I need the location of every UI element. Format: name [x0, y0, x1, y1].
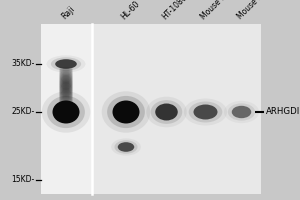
- Ellipse shape: [59, 73, 73, 77]
- Ellipse shape: [59, 76, 73, 81]
- Ellipse shape: [55, 59, 77, 69]
- Text: Mouse lung: Mouse lung: [235, 0, 273, 21]
- Ellipse shape: [59, 88, 73, 92]
- Ellipse shape: [59, 81, 73, 85]
- Ellipse shape: [59, 100, 73, 104]
- Ellipse shape: [59, 82, 73, 86]
- Ellipse shape: [59, 86, 73, 90]
- Ellipse shape: [59, 90, 73, 95]
- Ellipse shape: [59, 83, 73, 88]
- Ellipse shape: [194, 104, 218, 119]
- Ellipse shape: [59, 94, 73, 98]
- Ellipse shape: [59, 101, 73, 105]
- Ellipse shape: [59, 93, 73, 97]
- Ellipse shape: [42, 91, 90, 133]
- Ellipse shape: [189, 102, 222, 122]
- Ellipse shape: [59, 98, 73, 103]
- Ellipse shape: [59, 77, 73, 82]
- Ellipse shape: [51, 57, 81, 71]
- Ellipse shape: [59, 79, 73, 83]
- Ellipse shape: [59, 80, 73, 84]
- Ellipse shape: [59, 96, 73, 101]
- Bar: [40, 24, 92, 194]
- Ellipse shape: [184, 98, 227, 126]
- Ellipse shape: [59, 70, 73, 75]
- Ellipse shape: [59, 74, 73, 78]
- Ellipse shape: [59, 75, 73, 79]
- Ellipse shape: [47, 96, 85, 128]
- Ellipse shape: [155, 104, 178, 120]
- Text: HT-1080: HT-1080: [160, 0, 189, 21]
- Text: 15KD-: 15KD-: [11, 176, 35, 184]
- Ellipse shape: [59, 68, 73, 72]
- Ellipse shape: [52, 100, 80, 123]
- Ellipse shape: [59, 67, 73, 71]
- Text: ARHGDIB: ARHGDIB: [266, 108, 300, 116]
- Bar: [92, 24, 261, 194]
- Ellipse shape: [59, 97, 73, 102]
- Text: Mouse brain: Mouse brain: [199, 0, 239, 21]
- Ellipse shape: [115, 140, 138, 154]
- Ellipse shape: [59, 69, 73, 74]
- Ellipse shape: [107, 96, 145, 128]
- Text: 35KD-: 35KD-: [11, 60, 35, 68]
- Ellipse shape: [112, 100, 140, 123]
- Ellipse shape: [59, 84, 73, 89]
- Ellipse shape: [232, 106, 251, 118]
- Ellipse shape: [146, 97, 187, 127]
- Ellipse shape: [228, 103, 255, 121]
- Ellipse shape: [59, 89, 73, 93]
- Ellipse shape: [59, 95, 73, 99]
- Ellipse shape: [111, 138, 141, 156]
- Ellipse shape: [59, 87, 73, 91]
- Text: 25KD-: 25KD-: [11, 108, 35, 116]
- Ellipse shape: [102, 91, 150, 133]
- Ellipse shape: [59, 71, 73, 76]
- Ellipse shape: [59, 91, 73, 96]
- Text: Raji: Raji: [60, 4, 76, 21]
- Ellipse shape: [118, 142, 134, 152]
- Ellipse shape: [46, 55, 86, 73]
- Ellipse shape: [151, 100, 182, 124]
- Text: HL-60: HL-60: [120, 0, 142, 21]
